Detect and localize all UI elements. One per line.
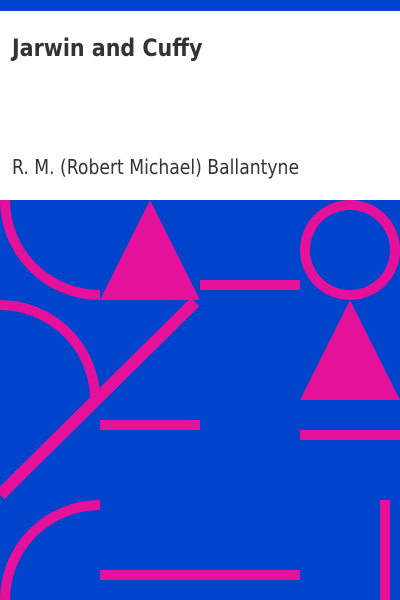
bar-middle xyxy=(100,420,200,430)
title-area: Jarwin and Cuffy R. M. (Robert Michael) … xyxy=(0,11,400,200)
top-color-bar xyxy=(0,0,400,11)
bar-top-right xyxy=(200,280,300,290)
triangle-right xyxy=(300,300,400,400)
cover-art xyxy=(0,200,400,600)
book-title: Jarwin and Cuffy xyxy=(12,34,203,62)
circle-top-right xyxy=(300,200,400,300)
bar-right xyxy=(300,430,400,440)
triangle-top xyxy=(100,200,200,300)
bar-vertical-right xyxy=(380,500,390,600)
arc-bottom-left xyxy=(0,500,101,600)
arc-middle-left xyxy=(0,300,100,401)
arc-top-left xyxy=(0,200,101,300)
diagonal-band xyxy=(0,297,200,500)
book-author: R. M. (Robert Michael) Ballantyne xyxy=(12,155,300,179)
bar-bottom xyxy=(100,570,300,580)
